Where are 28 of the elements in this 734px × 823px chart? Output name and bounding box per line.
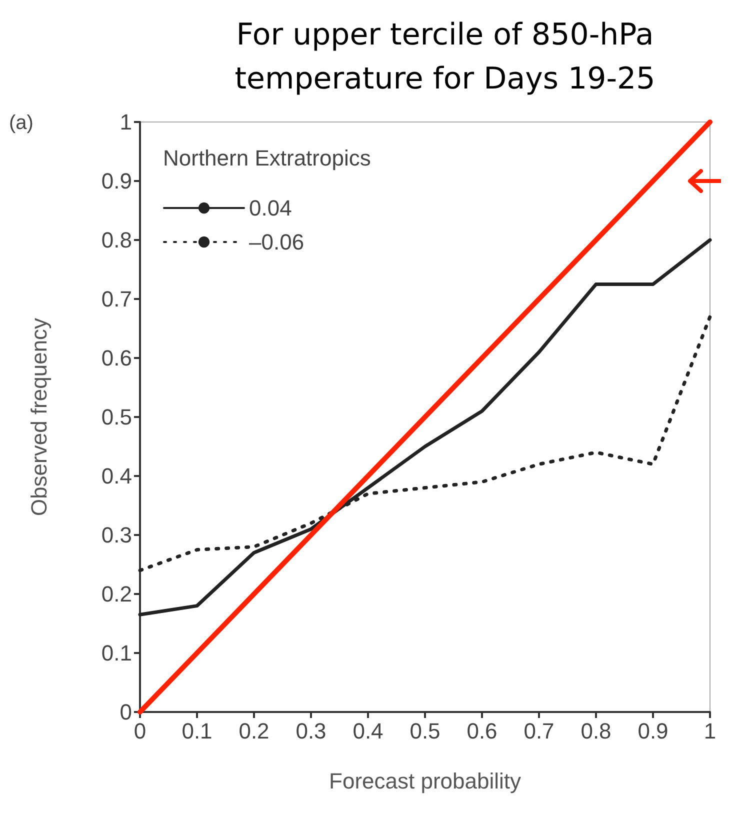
x-tick-label: 0.9 [638, 718, 668, 744]
x-tick-label: 0.7 [524, 718, 554, 744]
y-tick-label: 0.4 [101, 464, 132, 488]
y-tick-label: 0.7 [101, 286, 132, 312]
x-tick-label: 0.5 [410, 718, 440, 744]
y-tick-label: 0.9 [101, 168, 132, 194]
x-tick-label: 0.8 [580, 718, 612, 744]
x-tick-label: 0.3 [296, 718, 326, 744]
y-tick-label: 0.1 [101, 640, 132, 666]
y-tick-label: 0 [120, 700, 132, 724]
text: (a) [9, 112, 34, 134]
x-tick-label: 0.4 [352, 718, 384, 744]
x-axis-title: Forecast probability [329, 768, 521, 794]
y-tick-label: 0.8 [101, 228, 132, 252]
x-tick-label: 0.6 [466, 718, 498, 744]
chart-title: For upper tercile of 850-hPa temperature for Days 19-25 [234, 18, 656, 96]
x-tick-label: 0.2 [238, 718, 270, 744]
y-tick-label: 0.2 [101, 582, 132, 606]
x-tick-label: 0.1 [182, 718, 212, 744]
legend-label: 0.04 [249, 196, 292, 220]
y-tick-label: 0.3 [101, 522, 132, 548]
x-tick-label: 1 [704, 718, 716, 744]
y-tick-label: 1 [120, 110, 132, 134]
y-tick-label: 0.5 [101, 404, 132, 430]
y-tick-label: 0.6 [101, 346, 132, 370]
legend-label: –0.06 [249, 230, 304, 254]
legend-title: Northern Extratropics [163, 146, 371, 170]
y-axis-title: Observed frequency [26, 318, 52, 516]
